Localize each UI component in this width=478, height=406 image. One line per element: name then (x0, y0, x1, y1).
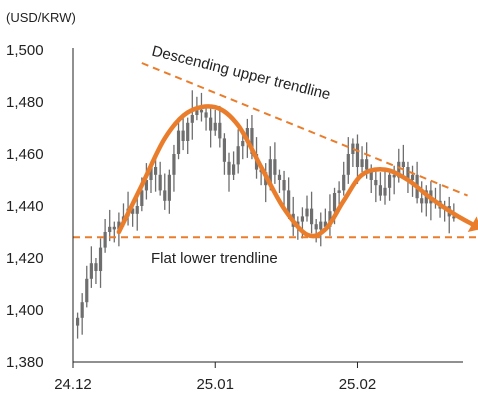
candle-body (209, 117, 213, 131)
x-axis-ticks: 24.12 25.01 25.02 (54, 362, 376, 393)
candle-body (199, 109, 204, 113)
candle-body (406, 167, 410, 180)
candle-body (250, 128, 254, 154)
candle-body (108, 226, 112, 232)
candle-body (420, 198, 424, 204)
candlestick-series (75, 90, 456, 339)
y-tick-label: 1,440 (6, 198, 44, 215)
candle-body (305, 208, 309, 217)
candle-body (98, 247, 103, 271)
candle-body (176, 130, 181, 154)
candle-body (332, 193, 337, 212)
candle-body (374, 180, 378, 186)
candle-body (360, 159, 364, 167)
y-tick-label: 1,500 (6, 42, 44, 59)
candle-body (337, 190, 341, 193)
candle-body (323, 221, 327, 227)
candle-body (319, 221, 323, 230)
candle-body (401, 161, 405, 167)
candle-body (204, 112, 208, 118)
candle-body (378, 185, 383, 196)
candle-body (75, 317, 80, 326)
candle-body (135, 206, 139, 214)
candle-body (163, 190, 167, 201)
candle-body (94, 263, 98, 271)
unit-label: (USD/KRW) (6, 10, 76, 25)
candle-body (328, 211, 332, 227)
x-tick-label: 25.01 (196, 376, 234, 393)
candle-body (85, 278, 89, 303)
y-tick-label: 1,400 (6, 302, 44, 319)
candle-body (144, 180, 149, 191)
candle-body (410, 174, 415, 180)
candle-body (227, 161, 231, 175)
axes (72, 48, 463, 363)
candle-body (140, 190, 144, 206)
candle-body (213, 122, 217, 131)
candle-body (387, 174, 392, 188)
candle-body (287, 190, 291, 214)
candle-body (167, 174, 171, 201)
candle-body (241, 141, 245, 147)
candle-body (268, 159, 272, 186)
candle-body (131, 208, 135, 214)
candle-body (158, 174, 162, 191)
candle-body (342, 174, 346, 191)
candle-body (452, 216, 456, 219)
candle-body (112, 226, 116, 230)
candle-body (369, 169, 373, 180)
y-axis-ticks: 1,380 1,400 1,420 1,440 1,460 1,480 1,500 (6, 42, 44, 371)
y-tick-label: 1,420 (6, 250, 44, 267)
candle-body (397, 161, 401, 178)
candle-body (346, 154, 350, 175)
candle-body (231, 164, 236, 175)
y-tick-label: 1,480 (6, 94, 44, 111)
x-tick-label: 24.12 (54, 376, 92, 393)
candle-body (186, 122, 190, 141)
projection-curve (116, 104, 475, 239)
candle-body (365, 159, 369, 170)
candle-body (300, 216, 305, 222)
candle-body (190, 115, 194, 123)
trendlines (73, 62, 478, 239)
candle-body (383, 187, 387, 196)
projection-arrowhead (467, 216, 478, 233)
candle-body (172, 154, 176, 175)
x-tick-label: 25.02 (339, 376, 377, 393)
candle-body (222, 138, 227, 162)
candle-body (277, 174, 282, 180)
y-tick-label: 1,380 (6, 354, 44, 371)
candle-body (218, 122, 222, 139)
candle-body (314, 224, 318, 230)
candle-body (181, 130, 185, 141)
trendline (141, 62, 468, 197)
candle-body (236, 146, 240, 165)
candle-body (153, 167, 158, 175)
annotation-label: Flat lower trendline (151, 250, 278, 267)
y-tick-label: 1,460 (6, 146, 44, 163)
candle-body (149, 167, 153, 180)
projection-path (116, 104, 478, 239)
candle-body (351, 143, 355, 154)
candle-body (89, 263, 93, 279)
candle-body (273, 159, 277, 175)
candle-body (245, 128, 249, 141)
candle-body (392, 174, 396, 178)
candle-body (117, 221, 121, 230)
candle-body (355, 143, 360, 167)
candle-body (309, 208, 314, 225)
candle-body (282, 180, 286, 191)
candle-body (103, 232, 107, 248)
candle-body (80, 302, 84, 318)
candle-body (195, 109, 199, 115)
annotation-label: Descending upper trendline (150, 43, 332, 104)
